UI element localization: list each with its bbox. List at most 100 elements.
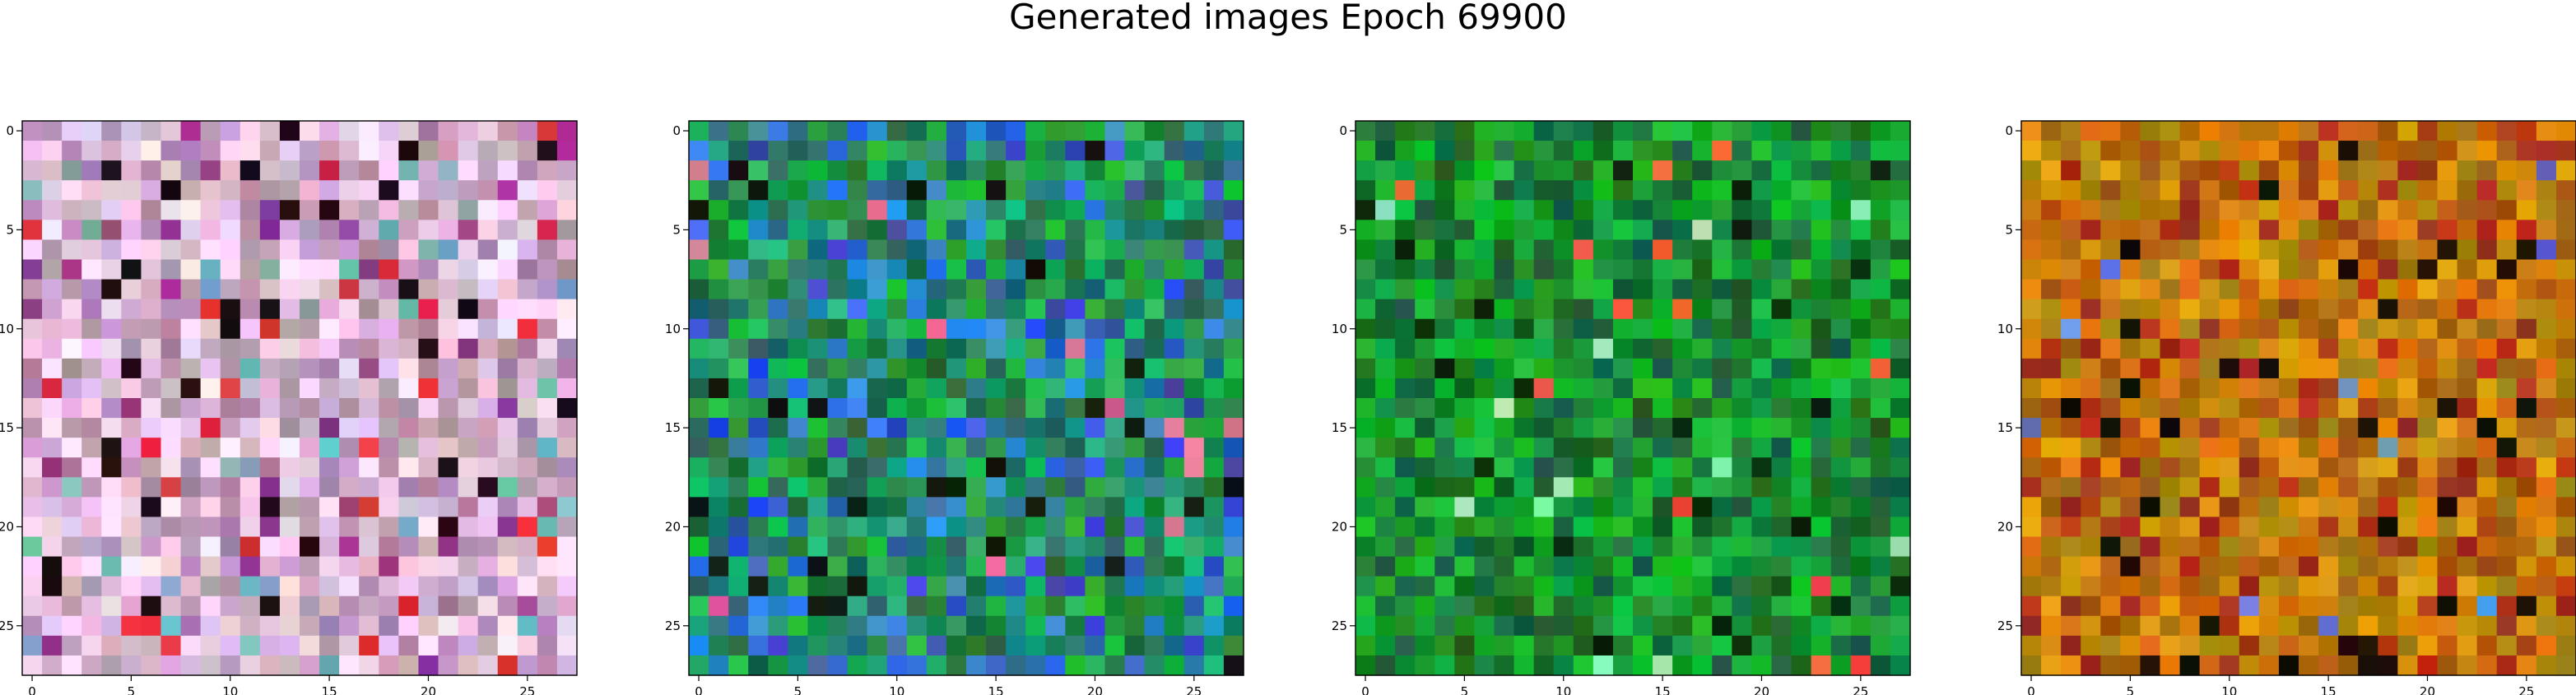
pixel-cell <box>1474 338 1495 359</box>
pixel-cell <box>2318 220 2339 241</box>
pixel-cell <box>2457 438 2478 458</box>
pixel-cell <box>886 497 908 518</box>
pixel-cell <box>1104 200 1126 220</box>
pixel-cell <box>768 299 788 320</box>
pixel-cell <box>1006 497 1026 518</box>
pixel-cell <box>517 141 538 161</box>
pixel-cell <box>1104 279 1126 300</box>
pixel-cell <box>379 655 399 676</box>
pixel-cell <box>1593 595 1614 617</box>
pixel-cell <box>1065 556 1086 577</box>
pixel-cell <box>886 338 908 359</box>
pixel-cell <box>319 477 340 498</box>
pixel-cell <box>2061 655 2081 676</box>
pixel-cell <box>2338 635 2359 656</box>
pixel-cell <box>42 338 63 359</box>
pixel-cell <box>2021 259 2042 280</box>
pixel-cell <box>2100 418 2121 438</box>
pixel-cell <box>2397 259 2419 280</box>
pixel-cell <box>1104 438 1126 458</box>
pixel-cell <box>398 615 420 637</box>
pixel-cell <box>1375 615 1396 637</box>
pixel-cell <box>1850 299 1872 320</box>
pixel-cell <box>1124 259 1146 280</box>
pixel-cell <box>2239 279 2260 300</box>
pixel-cell <box>1593 141 1614 161</box>
pixel-cell <box>1025 279 1046 300</box>
pixel-cell <box>2358 595 2378 617</box>
pixel-cell <box>497 318 518 340</box>
pixel-cell <box>1653 259 1673 280</box>
pixel-cell <box>2555 556 2576 577</box>
pixel-cell <box>300 338 320 359</box>
pixel-cell <box>2219 576 2240 597</box>
pixel-cell <box>1593 497 1614 518</box>
pixel-cell <box>2258 655 2280 676</box>
pixel-cell <box>180 378 202 399</box>
pixel-cell <box>807 239 829 261</box>
pixel-cell <box>807 358 829 379</box>
pixel-cell <box>1712 576 1732 597</box>
pixel-cell <box>1712 160 1732 181</box>
pixel-cell <box>1355 477 1376 498</box>
pixel-cell <box>1692 556 1713 577</box>
pixel-cell <box>1653 200 1673 220</box>
pixel-cell <box>81 239 102 261</box>
pixel-cell <box>1514 556 1535 577</box>
pixel-cell <box>1085 180 1106 201</box>
pixel-cell <box>438 438 459 458</box>
pixel-cell <box>2199 299 2220 320</box>
pixel-cell <box>1085 438 1106 458</box>
pixel-cell <box>1850 279 1872 300</box>
pixel-cell <box>1065 398 1086 419</box>
pixel-cell <box>1355 358 1376 379</box>
pixel-cell <box>2496 220 2518 241</box>
pixel-cell <box>1183 536 1205 558</box>
pixel-cell <box>886 180 908 201</box>
pixel-cell <box>180 497 202 518</box>
pixel-cell <box>141 497 162 518</box>
pixel-cell <box>1415 378 1435 399</box>
pixel-cell <box>2378 418 2398 438</box>
pixel-cell <box>926 615 947 637</box>
pixel-cell <box>2021 141 2042 161</box>
pixel-cell <box>847 536 868 558</box>
pixel-cell <box>1870 477 1891 498</box>
pixel-cell <box>2199 358 2220 379</box>
pixel-cell <box>62 457 82 478</box>
pixel-cell <box>1454 239 1476 261</box>
pixel-cell <box>2041 121 2062 141</box>
pixel-cell <box>788 299 809 320</box>
pixel-cell <box>1025 595 1046 617</box>
pixel-cell <box>2476 655 2498 676</box>
pixel-cell <box>906 279 928 300</box>
pixel-cell <box>418 299 439 320</box>
pixel-cell <box>556 655 578 676</box>
pixel-cell <box>1085 536 1106 558</box>
pixel-cell <box>847 180 868 201</box>
pixel-cell <box>537 200 558 220</box>
pixel-cell <box>2299 615 2319 637</box>
pixel-cell <box>1771 160 1793 181</box>
pixel-cell <box>1593 358 1614 379</box>
pixel-cell <box>1553 259 1574 280</box>
pixel-cell <box>1454 259 1476 280</box>
pixel-cell <box>2160 299 2181 320</box>
pixel-cell <box>1203 338 1225 359</box>
pixel-cell <box>319 615 340 637</box>
pixel-cell <box>141 556 162 577</box>
pixel-cell <box>886 299 908 320</box>
pixel-cell <box>926 279 947 300</box>
pixel-cell <box>160 418 182 438</box>
pixel-cell <box>2239 576 2260 597</box>
pixel-cell <box>1434 180 1455 201</box>
pixel-cell <box>101 279 122 300</box>
pixel-cell <box>1494 160 1515 181</box>
pixel-cell <box>1415 141 1435 161</box>
pixel-cell <box>1434 615 1455 637</box>
pixel-cell <box>2318 200 2339 220</box>
pixel-cell <box>2358 299 2378 320</box>
pixel-cell <box>438 358 459 379</box>
pixel-cell <box>300 398 320 419</box>
pixel-cell <box>1124 477 1146 498</box>
